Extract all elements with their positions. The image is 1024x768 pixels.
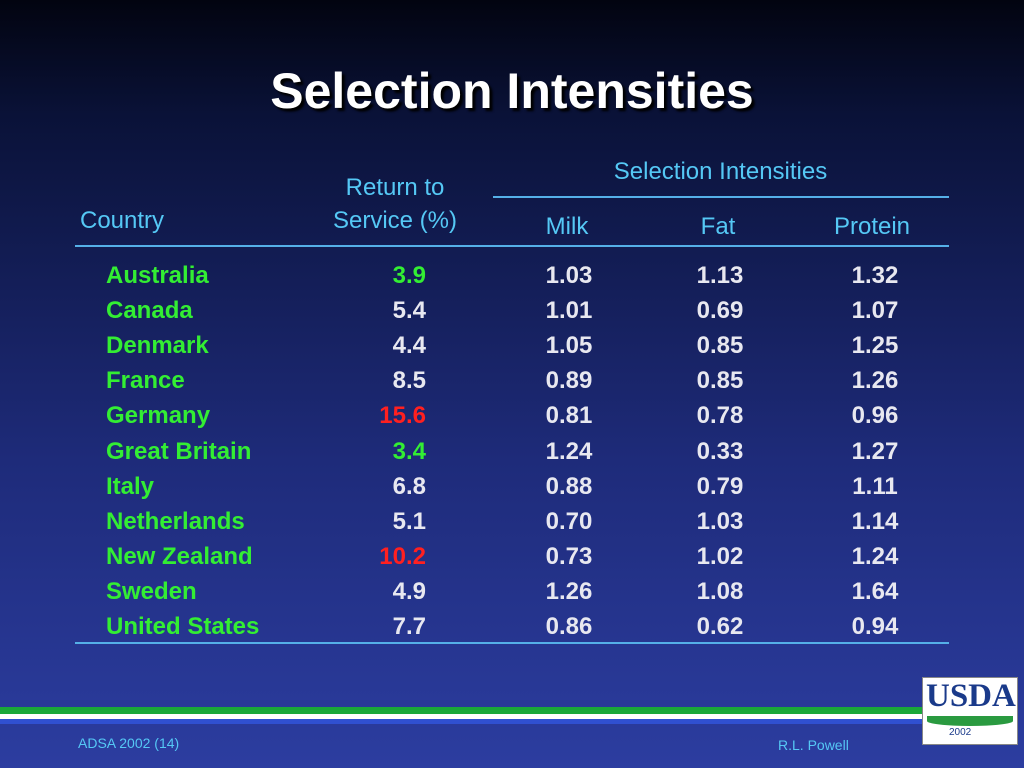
country-cell: Great Britain — [106, 437, 252, 465]
return-cell: 5.1 — [392, 507, 426, 535]
footer-left: ADSA 2002 (14) — [78, 735, 180, 751]
return-cell: 7.7 — [392, 613, 426, 640]
country-cell: Italy — [106, 472, 155, 500]
title: Selection Intensities — [270, 63, 754, 119]
milk-cell: 0.81 — [545, 402, 593, 430]
milk-cell: 0.86 — [545, 613, 593, 640]
country-cell: Netherlands — [106, 507, 245, 535]
fat-cell: 0.33 — [696, 437, 744, 465]
col-fat: Fat — [700, 213, 736, 240]
col-milk: Milk — [545, 213, 589, 240]
col-protein: Protein — [833, 213, 911, 240]
stripe-white — [0, 714, 922, 719]
country-cell: Australia — [106, 262, 209, 289]
return-cell: 6.8 — [392, 472, 426, 500]
group-rule — [493, 196, 949, 198]
milk-cell: 0.73 — [545, 542, 593, 570]
milk-cell: 0.88 — [545, 472, 593, 500]
fat-cell: 1.03 — [696, 507, 744, 535]
milk-cell: 1.03 — [545, 262, 593, 289]
col-return: Service (%) — [332, 207, 458, 234]
country-cell: United States — [106, 613, 260, 640]
country-cell: Sweden — [106, 577, 197, 605]
country-cell: France — [106, 367, 185, 395]
return-cell: 5.4 — [392, 297, 426, 325]
milk-cell: 1.26 — [545, 577, 593, 605]
logo-year: 2002 — [949, 727, 972, 738]
fat-cell: 1.02 — [696, 542, 744, 570]
country-cell: Canada — [106, 297, 193, 325]
milk-cell: 1.01 — [545, 297, 593, 325]
footer-right: R.L. Powell — [778, 737, 849, 753]
protein-cell: 0.94 — [851, 613, 899, 640]
fat-cell: 0.62 — [696, 613, 744, 640]
milk-cell: 1.05 — [545, 332, 593, 360]
milk-cell: 0.70 — [545, 507, 593, 535]
country-cell: Denmark — [106, 332, 209, 360]
col-country: Country — [80, 207, 165, 234]
return-cell: 8.5 — [392, 367, 426, 395]
protein-cell: 1.07 — [851, 297, 899, 325]
fat-cell: 0.78 — [696, 402, 744, 430]
protein-cell: 1.64 — [851, 577, 899, 605]
bottom-rule — [75, 642, 949, 644]
protein-cell: 1.24 — [851, 542, 899, 570]
return-cell: 3.4 — [392, 437, 426, 465]
fat-cell: 0.79 — [696, 472, 744, 500]
protein-cell: 0.96 — [851, 402, 899, 430]
return-cell: 4.9 — [392, 577, 426, 605]
fat-cell: 0.69 — [696, 297, 744, 325]
header-rule — [75, 245, 949, 247]
protein-cell: 1.11 — [852, 472, 898, 500]
group-header: Selection Intensities — [613, 158, 828, 185]
logo: USDA 2002 — [922, 677, 1018, 745]
return-cell: 4.4 — [392, 332, 426, 360]
country-cell: Germany — [106, 402, 211, 430]
stripe-green — [0, 707, 922, 714]
stripe-blue — [0, 719, 922, 724]
protein-cell: 1.25 — [851, 332, 899, 360]
return-cell: 15.6 — [379, 402, 426, 430]
country-cell: New Zealand — [106, 542, 253, 570]
protein-cell: 1.26 — [851, 367, 899, 395]
col-return: Return to — [345, 174, 445, 201]
milk-cell: 1.24 — [545, 437, 593, 465]
fat-cell: 1.08 — [696, 577, 744, 605]
return-cell: 3.9 — [392, 262, 426, 289]
protein-cell: 1.32 — [851, 262, 899, 289]
logo-name: USDA — [926, 678, 1016, 714]
milk-cell: 0.89 — [545, 367, 593, 395]
protein-cell: 1.14 — [851, 507, 899, 535]
return-cell: 10.2 — [379, 542, 426, 570]
fat-cell: 0.85 — [696, 332, 744, 360]
logo-swoosh — [927, 716, 1013, 726]
fat-cell: 0.85 — [696, 367, 744, 395]
protein-cell: 1.27 — [851, 437, 899, 465]
fat-cell: 1.13 — [696, 262, 744, 289]
